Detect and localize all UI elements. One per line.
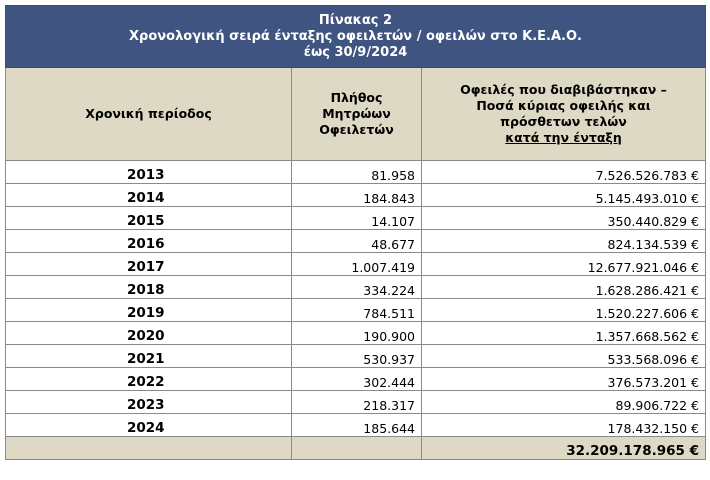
table-row: 2024 185.644 178.432.150 € xyxy=(5,413,706,437)
amount-cell: 5.145.493.010 € xyxy=(421,183,706,207)
header-amount-line-2: Ποσά κύριας οφειλής και xyxy=(476,98,651,113)
table-container: Πίνακας 2 Χρονολογική σειρά ένταξης οφει… xyxy=(5,5,706,460)
year-cell: 2017 xyxy=(5,252,292,276)
header-count-line-3: Οφειλετών xyxy=(319,122,394,137)
title-line-1: Πίνακας 2 xyxy=(318,12,393,28)
total-row: 32.209.178.965 € xyxy=(5,436,706,460)
count-cell: 784.511 xyxy=(291,298,422,322)
header-amount-line-3: πρόσθετων τελών xyxy=(500,114,627,129)
count-cell: 302.444 xyxy=(291,367,422,391)
table-row: 2013 81.958 7.526.526.783 € xyxy=(5,160,706,184)
header-count: Πλήθος Μητρώων Οφειλετών xyxy=(291,67,422,161)
header-row: Χρονική περίοδος Πλήθος Μητρώων Οφειλετώ… xyxy=(5,67,706,161)
year-cell: 2014 xyxy=(5,183,292,207)
count-cell: 185.644 xyxy=(291,413,422,437)
amount-cell: 533.568.096 € xyxy=(421,344,706,368)
table-row: 2021 530.937 533.568.096 € xyxy=(5,344,706,368)
title-line-2: Χρονολογική σειρά ένταξης οφειλετών / οφ… xyxy=(129,28,582,44)
count-cell: 334.224 xyxy=(291,275,422,299)
year-cell: 2023 xyxy=(5,390,292,414)
amount-cell: 12.677.921.046 € xyxy=(421,252,706,276)
title-row: Πίνακας 2 Χρονολογική σειρά ένταξης οφει… xyxy=(5,5,706,68)
year-cell: 2019 xyxy=(5,298,292,322)
amount-cell: 1.357.668.562 € xyxy=(421,321,706,345)
amount-cell: 376.573.201 € xyxy=(421,367,706,391)
header-amount: Οφειλές που διαβιβάστηκαν – Ποσά κύριας … xyxy=(421,67,706,161)
header-amount-line-4: κατά την ένταξη xyxy=(505,130,622,145)
amount-cell: 350.440.829 € xyxy=(421,206,706,230)
count-cell: 48.677 xyxy=(291,229,422,253)
header-period: Χρονική περίοδος xyxy=(5,67,292,161)
total-amount: 32.209.178.965 € xyxy=(421,436,706,460)
amount-cell: 89.906.722 € xyxy=(421,390,706,414)
amount-cell: 824.134.539 € xyxy=(421,229,706,253)
table-row: 2014 184.843 5.145.493.010 € xyxy=(5,183,706,207)
total-count-cell xyxy=(291,436,422,460)
count-cell: 81.958 xyxy=(291,160,422,184)
table-row: 2018 334.224 1.628.286.421 € xyxy=(5,275,706,299)
header-count-line-1: Πλήθος xyxy=(330,90,383,105)
table-row: 2022 302.444 376.573.201 € xyxy=(5,367,706,391)
header-amount-line-1: Οφειλές που διαβιβάστηκαν – xyxy=(460,82,667,97)
table-row: 2017 1.007.419 12.677.921.046 € xyxy=(5,252,706,276)
amount-cell: 1.520.227.606 € xyxy=(421,298,706,322)
amount-cell: 1.628.286.421 € xyxy=(421,275,706,299)
table-title: Πίνακας 2 Χρονολογική σειρά ένταξης οφει… xyxy=(5,5,706,68)
year-cell: 2016 xyxy=(5,229,292,253)
count-cell: 184.843 xyxy=(291,183,422,207)
amount-cell: 7.526.526.783 € xyxy=(421,160,706,184)
table-row: 2015 14.107 350.440.829 € xyxy=(5,206,706,230)
header-count-line-2: Μητρώων xyxy=(322,106,391,121)
count-cell: 530.937 xyxy=(291,344,422,368)
table-row: 2023 218.317 89.906.722 € xyxy=(5,390,706,414)
table-row: 2019 784.511 1.520.227.606 € xyxy=(5,298,706,322)
total-period-cell xyxy=(5,436,292,460)
table-row: 2020 190.900 1.357.668.562 € xyxy=(5,321,706,345)
count-cell: 1.007.419 xyxy=(291,252,422,276)
year-cell: 2020 xyxy=(5,321,292,345)
count-cell: 218.317 xyxy=(291,390,422,414)
table-row: 2016 48.677 824.134.539 € xyxy=(5,229,706,253)
count-cell: 14.107 xyxy=(291,206,422,230)
year-cell: 2022 xyxy=(5,367,292,391)
title-line-3: έως 30/9/2024 xyxy=(303,44,408,60)
year-cell: 2024 xyxy=(5,413,292,437)
year-cell: 2013 xyxy=(5,160,292,184)
year-cell: 2018 xyxy=(5,275,292,299)
debt-table: Πίνακας 2 Χρονολογική σειρά ένταξης οφει… xyxy=(5,5,706,460)
year-cell: 2015 xyxy=(5,206,292,230)
amount-cell: 178.432.150 € xyxy=(421,413,706,437)
year-cell: 2021 xyxy=(5,344,292,368)
count-cell: 190.900 xyxy=(291,321,422,345)
table-body: 2013 81.958 7.526.526.783 €2014 184.843 5.14… xyxy=(5,160,706,437)
